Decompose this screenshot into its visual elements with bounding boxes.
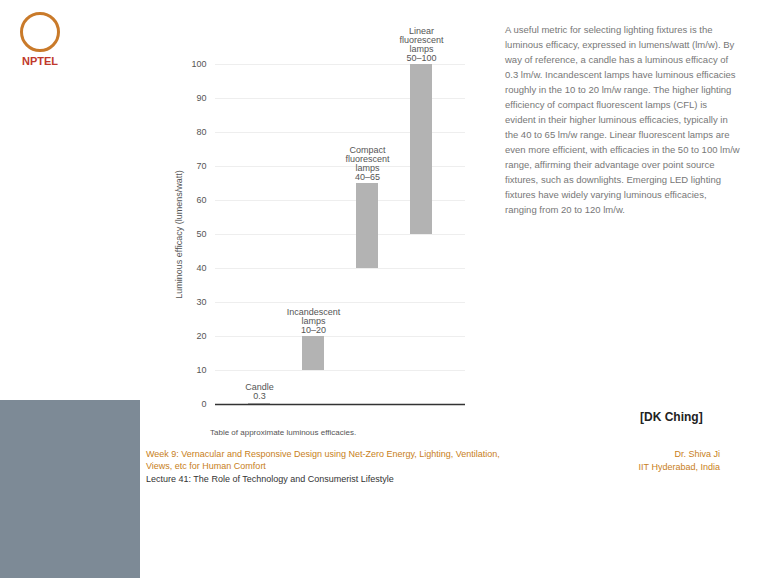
html-text:Table of approximate luminous: Table of approximate luminous efficacies… bbox=[210, 428, 357, 437]
html-text:IIT Hyderabad, India: IIT Hyderabad, India bbox=[638, 462, 720, 472]
html-text:NPTEL: NPTEL bbox=[22, 55, 58, 67]
html-text:Lecture 41: The Role of Techno: Lecture 41: The Role of Technology and C… bbox=[146, 474, 394, 484]
svg-text:90: 90 bbox=[196, 93, 206, 103]
html-text:Week 9: Vernacular and Respons: Week 9: Vernacular and Responsive Design… bbox=[146, 449, 500, 471]
svg-text:Compactfluorescentlamps40–65: Compactfluorescentlamps40–65 bbox=[345, 145, 390, 182]
svg-text:100: 100 bbox=[191, 59, 206, 69]
svg-text:30: 30 bbox=[196, 297, 206, 307]
svg-text:Luminous efficacy (lumens/watt: Luminous efficacy (lumens/watt) bbox=[174, 170, 184, 298]
svg-text:60: 60 bbox=[196, 195, 206, 205]
svg-text:50: 50 bbox=[196, 229, 206, 239]
svg-text:0: 0 bbox=[201, 399, 206, 409]
html-text:[DK Ching]: [DK Ching] bbox=[640, 410, 703, 424]
svg-text:10: 10 bbox=[196, 365, 206, 375]
svg-text:70: 70 bbox=[196, 161, 206, 171]
svg-text:Linearfluorescentlamps50–100: Linearfluorescentlamps50–100 bbox=[399, 26, 444, 63]
svg-text:Incandescentlamps10–20: Incandescentlamps10–20 bbox=[287, 307, 341, 335]
html-text:Dr. Shiva Ji: Dr. Shiva Ji bbox=[674, 449, 720, 459]
svg-text:80: 80 bbox=[196, 127, 206, 137]
html-text:A useful metric for selecting: A useful metric for selecting lighting f… bbox=[505, 24, 740, 215]
svg-text:Candle0.3: Candle0.3 bbox=[245, 382, 274, 401]
svg-text:20: 20 bbox=[196, 331, 206, 341]
svg-text:40: 40 bbox=[196, 263, 206, 273]
